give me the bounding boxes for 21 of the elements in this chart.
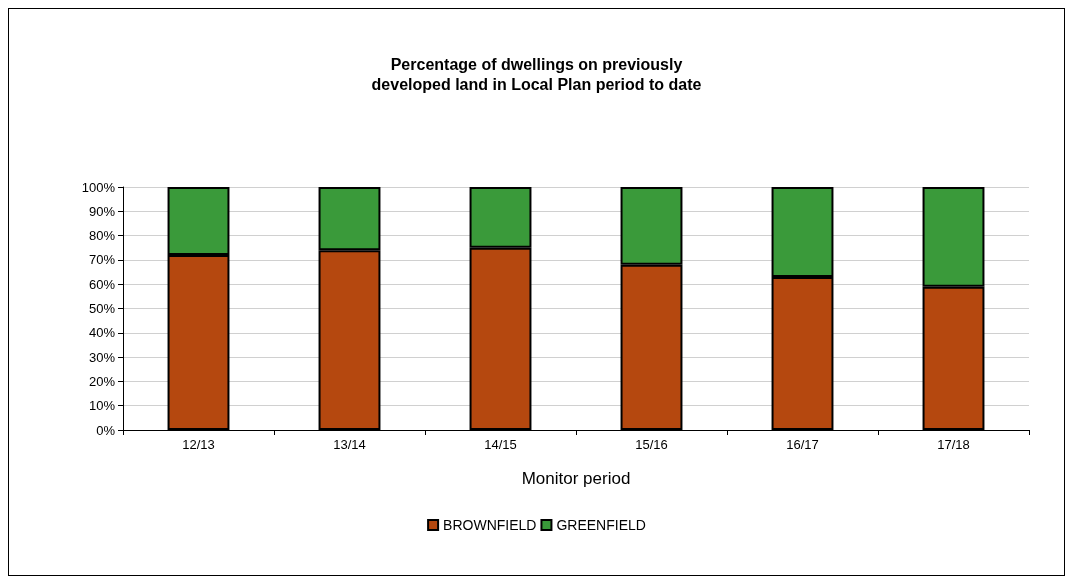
y-tick-label: 70%: [88, 252, 116, 268]
chart-title: Percentage of dwellings on previously developed land in Local Plan period to date: [371, 55, 702, 93]
y-tick-label: 90%: [88, 203, 116, 219]
legend-label: BROWNFIELD: [443, 517, 537, 533]
legend-label: GREENFIELD: [556, 517, 646, 533]
x-tick-label: 15/16: [635, 437, 668, 452]
y-tick-label: 60%: [88, 276, 116, 292]
x-tick-label: 12/13: [182, 437, 215, 452]
x-tick-label: 17/18: [937, 437, 970, 452]
y-tick-label: 100%: [81, 179, 116, 195]
y-tick-label: 80%: [88, 228, 116, 244]
y-tick-label: 50%: [88, 301, 116, 316]
x-tick-label: 13/14: [333, 437, 366, 452]
y-tick-label: 20%: [88, 373, 116, 389]
x-axis-title: Monitor period: [521, 469, 631, 488]
x-tick-label: 16/17: [786, 437, 819, 452]
x-tick-label: 14/15: [484, 437, 517, 452]
y-tick-label: 40%: [88, 325, 116, 341]
y-tick-label: 30%: [88, 349, 116, 365]
y-tick-label: 10%: [88, 398, 116, 414]
y-tick-label: 0%: [96, 422, 116, 438]
